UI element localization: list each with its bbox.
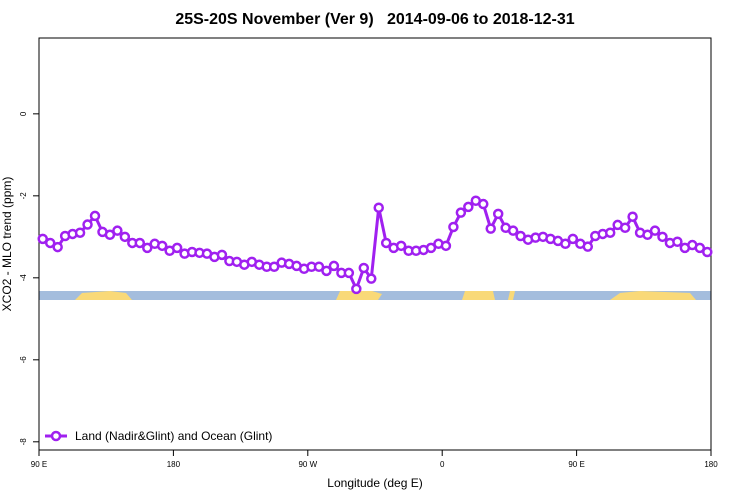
data-point	[463, 201, 474, 213]
land-patch	[336, 291, 382, 300]
data-point	[351, 283, 362, 295]
data-point	[216, 249, 228, 261]
data-point	[52, 241, 63, 253]
data-point	[507, 225, 519, 236]
data-point	[448, 221, 459, 233]
x-tick-label: 90 E	[31, 460, 47, 469]
land-patch	[610, 291, 696, 300]
data-point	[343, 267, 355, 279]
data-point	[142, 242, 153, 254]
data-point	[373, 202, 384, 213]
data-point	[104, 229, 116, 241]
data-point	[455, 207, 467, 218]
data-point	[321, 265, 332, 277]
legend-label: Land (Nadir&Glint) and Ocean (Glint)	[75, 429, 272, 443]
x-tick-label: 0	[440, 460, 445, 469]
data-point	[119, 231, 131, 243]
legend: Land (Nadir&Glint) and Ocean (Glint)	[45, 429, 272, 443]
data-point	[657, 231, 668, 243]
data-point	[627, 211, 638, 222]
data-point	[425, 242, 437, 254]
data-point	[156, 240, 168, 252]
chart-title: 25S-20S November (Ver 9) 2014-09-06 to 2…	[175, 11, 574, 28]
data-point	[82, 219, 93, 230]
data-point	[112, 225, 123, 236]
data-point	[440, 240, 452, 252]
data-point	[582, 241, 594, 252]
data-point	[619, 222, 631, 234]
data-point	[358, 262, 370, 274]
data-point	[89, 210, 101, 222]
x-tick-label: 90 W	[298, 460, 317, 469]
data-point	[37, 233, 48, 245]
data-point	[694, 242, 706, 254]
y-tick-label: -8	[19, 438, 28, 446]
y-axis-label: XCO2 - MLO trend (ppm)	[0, 177, 14, 312]
plot-frame	[38, 37, 712, 451]
data-point	[604, 227, 616, 238]
y-tick-label: 0	[19, 111, 28, 116]
data-point	[642, 229, 653, 241]
data-point	[366, 273, 377, 284]
y-tick-label: -4	[19, 274, 28, 282]
data-point	[171, 242, 183, 254]
data-point	[492, 208, 504, 220]
data-point	[268, 261, 280, 273]
data-point	[74, 227, 86, 238]
data-point	[485, 223, 496, 234]
y-tick-label: -6	[19, 356, 28, 364]
data-point	[702, 246, 713, 258]
data-point	[44, 237, 56, 249]
legend-marker	[50, 430, 62, 442]
x-tick-label: 180	[704, 460, 718, 469]
data-point	[134, 237, 146, 249]
land-ocean-strip	[39, 291, 711, 300]
data-point	[380, 237, 392, 249]
data-point	[649, 225, 661, 236]
data-point	[328, 260, 340, 272]
x-tick-label: 180	[167, 460, 181, 469]
data-point	[313, 261, 325, 273]
x-tick-label: 90 E	[568, 460, 584, 469]
land-patch	[75, 291, 132, 300]
data-point	[567, 233, 579, 245]
data-point	[672, 236, 683, 247]
land-patch	[508, 291, 515, 300]
data-point	[395, 240, 407, 252]
x-axis-label: Longitude (deg E)	[327, 476, 422, 490]
y-tick-label: -2	[19, 192, 28, 200]
data-point	[560, 238, 571, 250]
land-patch	[462, 291, 495, 300]
data-point	[478, 198, 489, 210]
